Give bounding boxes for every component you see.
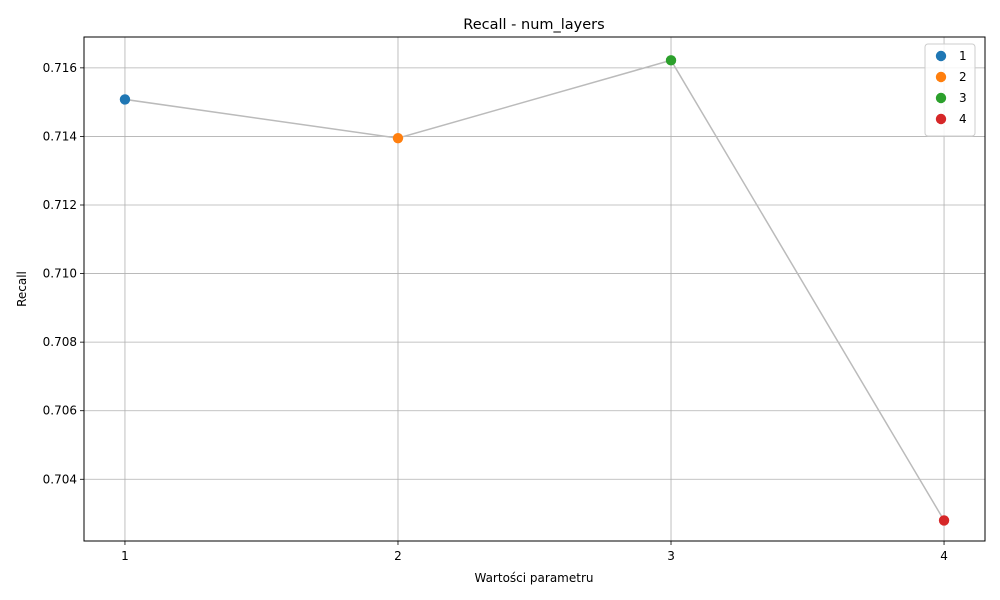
plot-frame (83, 36, 986, 542)
legend-label-4: 4 (959, 112, 967, 126)
y-tick-label: 0.712 (43, 198, 77, 212)
y-tick-label: 0.704 (43, 472, 77, 486)
legend-label-3: 3 (959, 91, 967, 105)
y-tick-label: 0.716 (43, 61, 77, 75)
x-axis-ticks: 1 2 3 4 (121, 541, 948, 563)
legend-marker-2 (935, 71, 947, 83)
series-line-group (124, 59, 945, 521)
y-tick-label: 0.710 (43, 267, 77, 281)
y-tick-label: 0.708 (43, 335, 77, 349)
grid-lines (84, 37, 985, 541)
legend-marker-3 (935, 92, 947, 104)
legend-marker-4 (935, 113, 947, 125)
series-line (124, 59, 945, 521)
x-tick-label: 4 (940, 549, 948, 563)
data-point-1 (119, 94, 131, 105)
y-tick-label: 0.714 (43, 129, 77, 143)
legend-label-2: 2 (959, 70, 967, 84)
data-point-4 (938, 515, 950, 526)
legend-label-1: 1 (959, 49, 967, 63)
x-axis-label: Wartości parametru (474, 571, 593, 585)
x-tick-label: 1 (121, 549, 129, 563)
data-points (119, 55, 950, 526)
legend-box (924, 43, 976, 137)
chart-title: Recall - num_layers (463, 17, 604, 33)
legend-marker-1 (935, 50, 947, 62)
legend: 1 2 3 4 (924, 43, 976, 137)
y-axis-label: Recall (15, 271, 29, 307)
y-tick-label: 0.706 (43, 404, 77, 418)
x-tick-label: 3 (667, 549, 675, 563)
data-point-3 (665, 55, 677, 66)
x-tick-label: 2 (394, 549, 402, 563)
data-point-2 (392, 132, 404, 144)
y-axis-ticks: 0.704 0.706 0.708 0.710 0.712 0.714 0.716 (43, 61, 84, 486)
